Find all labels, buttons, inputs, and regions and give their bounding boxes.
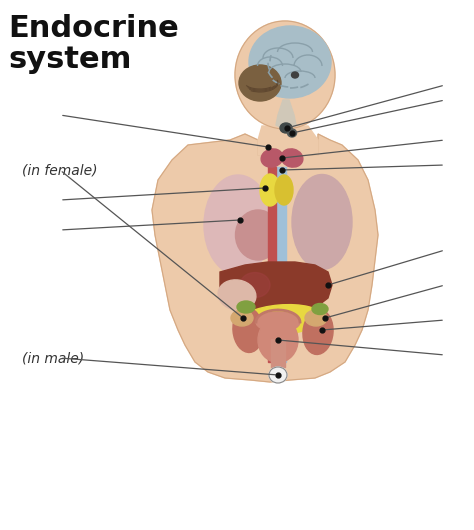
Ellipse shape	[236, 210, 281, 260]
Ellipse shape	[256, 312, 300, 332]
Polygon shape	[276, 100, 296, 130]
Ellipse shape	[278, 155, 286, 161]
Ellipse shape	[303, 310, 333, 355]
Text: Endocrine
system: Endocrine system	[8, 14, 179, 74]
Bar	[274, 167, 286, 362]
Ellipse shape	[258, 317, 298, 363]
Ellipse shape	[218, 280, 256, 310]
Bar	[268, 167, 276, 362]
Ellipse shape	[260, 174, 280, 206]
Ellipse shape	[249, 26, 331, 98]
Ellipse shape	[305, 310, 327, 326]
Ellipse shape	[312, 304, 328, 314]
Ellipse shape	[239, 65, 281, 101]
Ellipse shape	[231, 310, 253, 326]
Ellipse shape	[275, 175, 293, 205]
Ellipse shape	[235, 21, 335, 129]
Polygon shape	[220, 262, 332, 315]
Ellipse shape	[261, 149, 283, 167]
Polygon shape	[258, 126, 318, 155]
Ellipse shape	[237, 305, 322, 335]
Ellipse shape	[233, 307, 263, 352]
Ellipse shape	[240, 272, 270, 297]
Text: (in male): (in male)	[22, 351, 84, 365]
Ellipse shape	[281, 149, 303, 167]
Text: (in female): (in female)	[22, 163, 98, 177]
Ellipse shape	[204, 175, 272, 275]
Ellipse shape	[288, 129, 297, 137]
Ellipse shape	[280, 123, 292, 133]
Ellipse shape	[292, 174, 352, 269]
Ellipse shape	[237, 301, 255, 313]
Bar	[271, 339, 285, 367]
Ellipse shape	[269, 367, 287, 383]
Polygon shape	[152, 134, 378, 382]
Ellipse shape	[292, 72, 299, 78]
